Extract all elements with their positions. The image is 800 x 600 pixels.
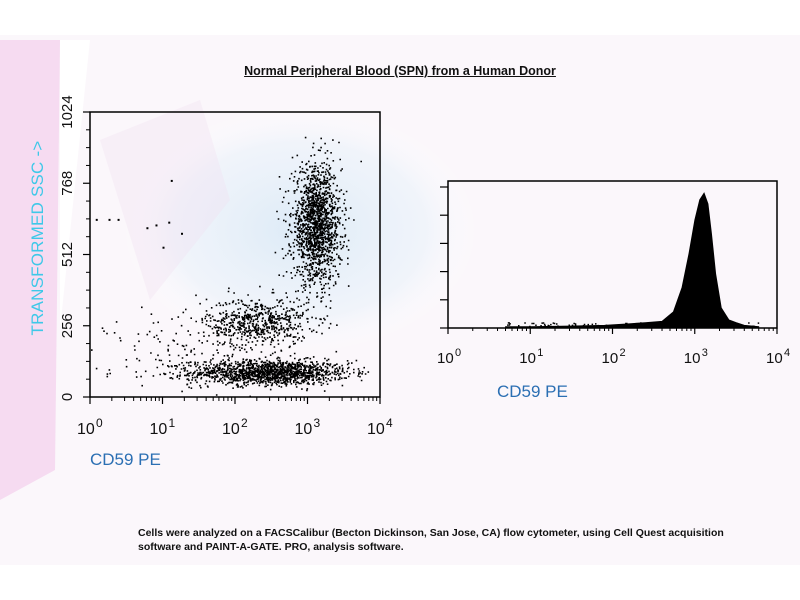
- scatter-outlier-point: [108, 218, 111, 221]
- histogram-fill: [505, 192, 760, 329]
- histogram-x-tick-exponent: 2: [620, 347, 626, 359]
- scatter-outlier-point: [155, 224, 158, 227]
- scatter-outlier-point: [181, 232, 184, 235]
- histogram-x-tick-exponent: 1: [537, 347, 543, 359]
- scatter-x-tick-exponent: 3: [314, 416, 321, 430]
- scatter-y-tick-label: 1024: [59, 95, 76, 128]
- scatter-outlier-point: [170, 179, 173, 182]
- page-title: Normal Peripheral Blood (SPN) from a Hum…: [244, 64, 556, 78]
- scatter-y-tick-label: 0: [59, 393, 76, 401]
- scatter-y-tick-label: 256: [59, 313, 76, 338]
- histogram-plot-frame: [447, 180, 778, 329]
- scatter-x-tick-exponent: 0: [96, 416, 103, 430]
- scatter-x-tick-label: 10: [295, 421, 313, 438]
- scatter-x-tick-exponent: 2: [241, 416, 248, 430]
- histogram-x-tick-exponent: 3: [702, 347, 708, 359]
- histogram-x-tick-exponent: 0: [455, 347, 461, 359]
- scatter-outlier-point: [146, 227, 149, 230]
- histogram-x-axis-label: CD59 PE: [497, 382, 568, 401]
- scatter-population-points: [91, 136, 370, 398]
- scatter-x-tick-exponent: 1: [169, 416, 176, 430]
- scatter-points: [91, 136, 370, 398]
- scatter-x-axis: 10 0 10 1 10 2 10 3 10 4: [77, 397, 393, 438]
- histogram-x-tick-label: 10: [519, 350, 536, 367]
- scatter-x-tick-label: 10: [367, 421, 385, 438]
- scatter-x-axis-label: CD59 PE: [90, 450, 161, 469]
- histogram-x-tick-exponent: 4: [784, 347, 790, 359]
- histogram-x-tick-label: 10: [766, 350, 783, 367]
- scatter-x-tick-label: 10: [150, 421, 168, 438]
- scatter-outlier-point: [168, 221, 171, 224]
- histogram-x-tick-label: 10: [437, 350, 454, 367]
- scatter-y-axis: 0 256 512 768 1024: [59, 95, 90, 401]
- scatter-x-tick-exponent: 4: [386, 416, 393, 430]
- scatter-y-tick-label: 768: [59, 171, 76, 196]
- scatter-outlier-point: [95, 218, 98, 221]
- histogram-x-tick-label: 10: [684, 350, 701, 367]
- scatter-y-tick-label: 512: [59, 242, 76, 267]
- scatter-outlier-point: [117, 218, 120, 221]
- scatter-x-tick-label: 10: [77, 421, 95, 438]
- scatter-outlier-point: [162, 246, 165, 249]
- histogram-y-axis: [440, 186, 448, 329]
- histogram-x-tick-label: 10: [602, 350, 619, 367]
- scatter-x-tick-label: 10: [222, 421, 240, 438]
- footnote: Cells were analyzed on a FACSCalibur (Be…: [138, 527, 724, 553]
- histogram-area: [505, 192, 760, 329]
- histogram-x-axis: 10 0 10 1 10 2 10 3 10 4: [437, 328, 790, 367]
